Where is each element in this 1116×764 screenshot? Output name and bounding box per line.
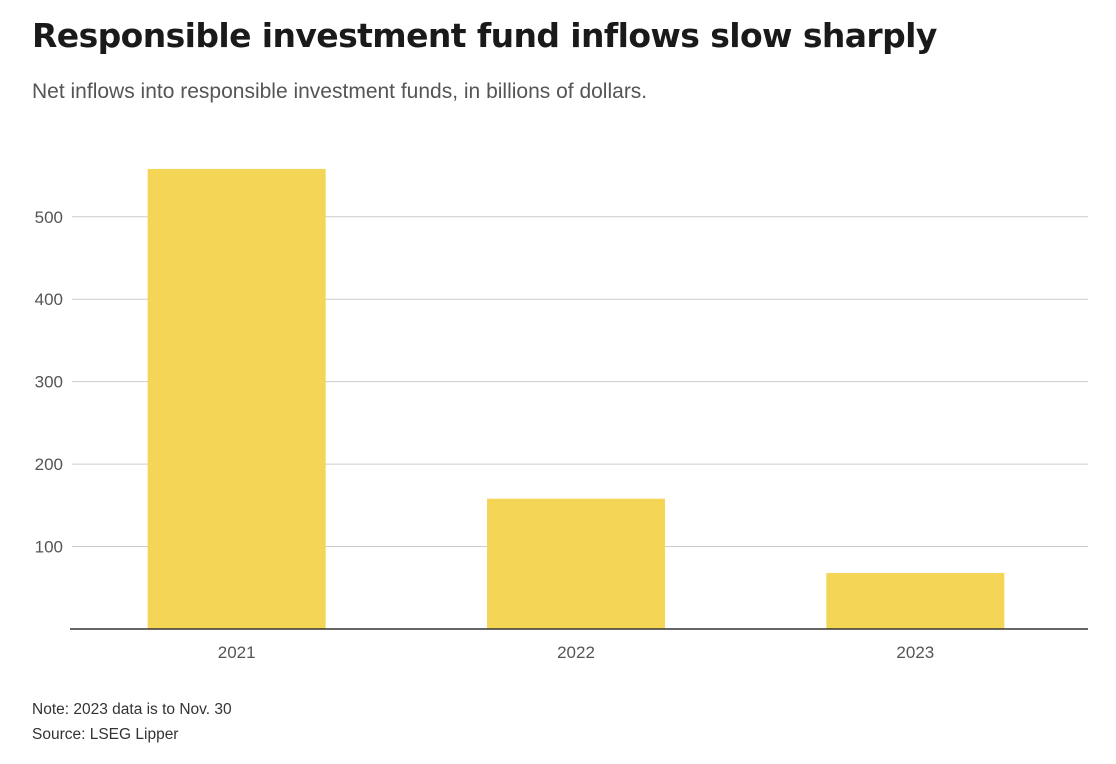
bar-2021	[147, 168, 326, 629]
axis-labels: 100 200 300 400 500 2021 2022 2023	[35, 208, 935, 662]
chart-subtitle: Net inflows into responsible investment …	[32, 80, 648, 103]
x-tick-label: 2022	[557, 643, 595, 662]
y-tick-label: 300	[35, 373, 63, 392]
x-tick-label: 2023	[896, 643, 934, 662]
y-tick-label: 200	[35, 455, 63, 474]
bar-chart: 100 200 300 400 500 2021 2022 2023	[35, 168, 1088, 662]
bar-2023	[826, 572, 1005, 629]
chart-title: Responsible investment fund inflows slow…	[32, 16, 937, 55]
footer-note: Note: 2023 data is to Nov. 30	[32, 701, 232, 718]
chart-footer: Note: 2023 data is to Nov. 30 Source: LS…	[32, 697, 232, 747]
footer-source: Source: LSEG Lipper	[32, 726, 179, 743]
y-tick-label: 100	[35, 538, 63, 557]
bar-2022	[487, 498, 665, 629]
y-tick-label: 500	[35, 208, 63, 227]
bars	[147, 168, 1005, 629]
y-tick-label: 400	[35, 290, 63, 309]
x-tick-label: 2021	[218, 643, 256, 662]
